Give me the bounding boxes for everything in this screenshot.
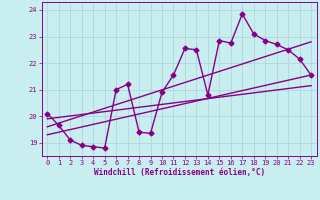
- X-axis label: Windchill (Refroidissement éolien,°C): Windchill (Refroidissement éolien,°C): [94, 168, 265, 177]
